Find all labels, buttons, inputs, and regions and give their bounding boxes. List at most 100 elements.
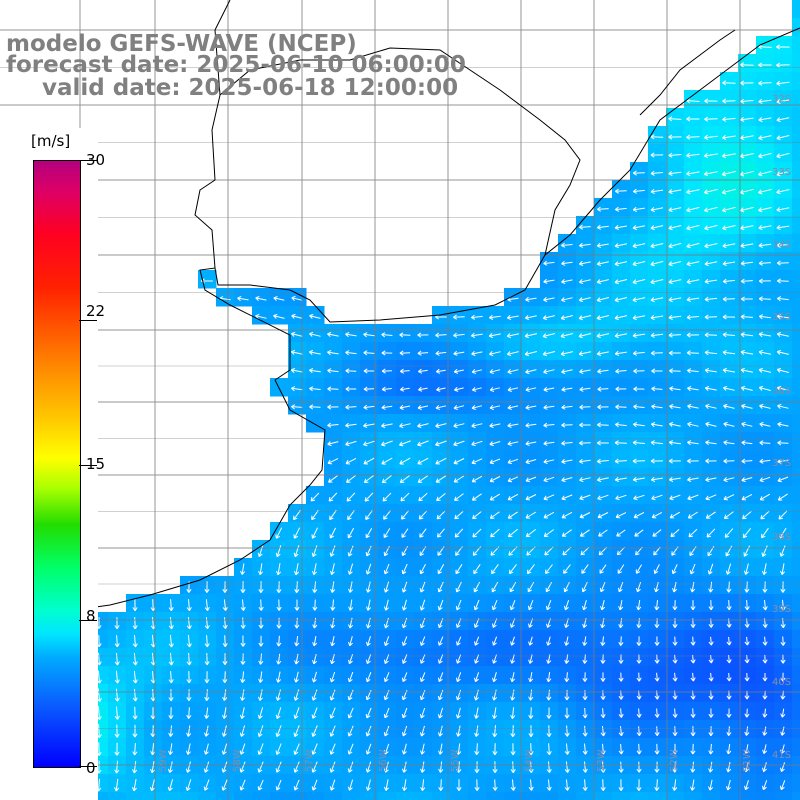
wind-arrow	[542, 333, 556, 339]
speed-cell	[756, 216, 775, 235]
speed-cell	[558, 414, 577, 433]
wind-arrow	[401, 510, 409, 520]
speed-cell	[396, 540, 415, 559]
speed-cell	[648, 522, 667, 541]
wind-arrow	[275, 689, 281, 701]
wind-arrow	[258, 635, 264, 647]
wind-arrow	[185, 779, 192, 791]
wind-arrow	[561, 260, 573, 266]
speed-cell	[360, 324, 379, 343]
wind-arrow	[632, 279, 646, 285]
wind-arrow	[744, 708, 750, 718]
speed-cell	[774, 126, 793, 145]
colorbar	[33, 160, 81, 768]
speed-cell	[738, 216, 757, 235]
wind-arrow	[726, 744, 732, 755]
speed-cell	[306, 324, 325, 343]
speed-cell	[756, 306, 775, 325]
speed-cell	[648, 414, 667, 433]
wind-arrow	[453, 475, 465, 483]
wind-arrow	[525, 422, 537, 428]
wind-arrow	[615, 404, 627, 410]
speed-cell	[540, 468, 559, 487]
speed-cell	[324, 450, 343, 469]
wind-arrow	[726, 726, 732, 736]
wind-arrow	[381, 440, 393, 447]
wind-arrow	[348, 581, 354, 593]
wind-arrow	[705, 440, 717, 446]
speed-cell	[558, 540, 577, 559]
speed-cell	[648, 504, 667, 523]
wind-arrow	[168, 634, 174, 648]
wind-arrow	[436, 510, 446, 520]
speed-cell	[702, 432, 721, 451]
wind-arrow	[740, 116, 754, 122]
speed-cell	[684, 486, 703, 505]
speed-cell	[648, 126, 667, 145]
speed-cell	[792, 738, 800, 757]
speed-cell	[324, 396, 343, 415]
wind-arrow	[632, 422, 645, 428]
wind-arrow	[668, 350, 681, 356]
wind-arrow	[672, 708, 678, 718]
speed-cell	[522, 378, 541, 397]
wind-arrow	[290, 349, 303, 355]
wind-arrow	[311, 761, 318, 773]
wind-arrow	[740, 385, 753, 391]
wind-arrow	[563, 600, 570, 611]
speed-cell	[792, 216, 800, 235]
speed-cell	[396, 432, 415, 451]
wind-arrow	[686, 152, 700, 158]
speed-cell	[414, 558, 433, 577]
speed-cell	[378, 432, 397, 451]
wind-arrow	[456, 743, 462, 755]
speed-cell	[720, 414, 739, 433]
wind-arrow	[308, 349, 321, 355]
wind-arrow	[455, 672, 462, 683]
speed-cell	[630, 162, 649, 181]
speed-cell	[360, 468, 379, 487]
wind-arrow	[400, 368, 410, 374]
wind-arrow	[669, 404, 681, 410]
speed-cell	[774, 252, 793, 271]
speed-cell	[306, 792, 325, 800]
wind-arrow	[365, 761, 372, 773]
wind-arrow	[438, 636, 444, 646]
speed-cell	[720, 144, 739, 163]
speed-cell	[648, 468, 667, 487]
wind-arrow	[510, 707, 516, 720]
speed-cell	[288, 378, 307, 397]
speed-cell	[432, 432, 451, 451]
wind-arrow	[758, 367, 772, 373]
speed-cell	[414, 378, 433, 397]
speed-cell	[738, 342, 757, 361]
wind-arrow	[780, 581, 786, 593]
speed-cell	[576, 306, 595, 325]
wind-arrow	[686, 134, 700, 140]
wind-arrow	[437, 672, 444, 683]
speed-cell	[756, 90, 775, 109]
wind-arrow	[690, 672, 696, 682]
speed-cell	[630, 540, 649, 559]
wind-arrow	[383, 581, 390, 593]
wind-arrow	[456, 654, 462, 664]
wind-arrow	[722, 116, 736, 122]
wind-arrow	[686, 350, 699, 356]
speed-cell	[720, 270, 739, 289]
wind-arrow	[186, 599, 192, 612]
wind-arrow	[417, 368, 428, 374]
speed-cell	[360, 414, 379, 433]
wind-arrow	[488, 333, 501, 339]
wind-arrow	[632, 315, 646, 321]
wind-arrow	[721, 153, 736, 159]
wind-arrow	[525, 404, 537, 410]
latitude-label: 40S	[772, 677, 791, 688]
speed-cell	[558, 450, 577, 469]
speed-cell	[486, 414, 505, 433]
wind-arrow	[471, 423, 483, 429]
speed-cell	[756, 54, 775, 73]
wind-arrow	[542, 351, 556, 357]
wind-arrow	[437, 564, 445, 575]
speed-cell	[306, 306, 325, 325]
wind-arrow	[654, 600, 660, 611]
